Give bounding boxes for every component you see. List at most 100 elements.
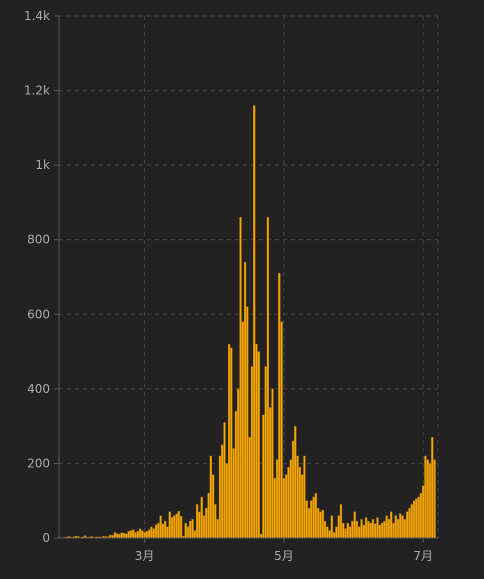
- bar: [146, 531, 148, 538]
- bar: [415, 499, 417, 538]
- bar: [313, 497, 315, 538]
- bar: [141, 531, 143, 538]
- bar: [413, 501, 415, 538]
- bar: [397, 519, 399, 538]
- bar: [283, 478, 285, 538]
- bar: [228, 344, 230, 538]
- bar: [153, 529, 155, 538]
- bar: [194, 531, 196, 538]
- bar: [388, 519, 390, 538]
- bar: [370, 523, 372, 538]
- bar: [335, 527, 337, 538]
- bar: [173, 516, 175, 538]
- bar: [301, 475, 303, 538]
- bar: [294, 426, 296, 538]
- bar: [281, 322, 283, 538]
- bar: [198, 512, 200, 538]
- bar: [196, 504, 198, 538]
- bar: [210, 456, 212, 538]
- bar: [137, 531, 139, 538]
- bar: [157, 523, 159, 538]
- bar: [240, 217, 242, 538]
- bar: [379, 525, 381, 538]
- bar: [237, 389, 239, 538]
- bar: [192, 519, 194, 538]
- bar: [431, 437, 433, 538]
- bar: [315, 493, 317, 538]
- bar: [340, 504, 342, 538]
- y-tick-label: 200: [27, 456, 50, 470]
- bar: [224, 422, 226, 538]
- bar: [119, 534, 121, 538]
- y-tick-label: 600: [27, 307, 50, 321]
- bar: [205, 508, 207, 538]
- bar: [351, 521, 353, 538]
- bar: [256, 344, 258, 538]
- bar: [322, 510, 324, 538]
- bar: [285, 475, 287, 538]
- bar: [292, 441, 294, 538]
- bar: [395, 516, 397, 538]
- bar: [148, 530, 150, 538]
- bar: [411, 504, 413, 538]
- bar: [383, 521, 385, 538]
- bar: [347, 523, 349, 538]
- bar: [135, 532, 137, 538]
- bar: [434, 460, 436, 538]
- bar: [324, 521, 326, 538]
- bar: [203, 516, 205, 538]
- bar: [418, 497, 420, 538]
- bar: [290, 460, 292, 538]
- bar: [132, 530, 134, 538]
- bar: [306, 501, 308, 538]
- bar: [185, 523, 187, 538]
- bar: [249, 437, 251, 538]
- y-tick-label: 400: [27, 382, 50, 396]
- y-tick-label: 1k: [35, 158, 50, 172]
- x-tick-label: 3月: [135, 549, 155, 563]
- bar: [160, 516, 162, 538]
- bar: [187, 527, 189, 538]
- bar: [338, 516, 340, 538]
- bar: [235, 411, 237, 538]
- bar: [299, 467, 301, 538]
- bar: [151, 527, 153, 538]
- bar: [180, 516, 182, 538]
- bar: [358, 527, 360, 538]
- x-tick-label: 7月: [413, 549, 433, 563]
- bar: [212, 475, 214, 538]
- bar: [162, 524, 164, 538]
- bar: [233, 449, 235, 538]
- bar: [217, 519, 219, 538]
- y-tick-label: 1.2k: [24, 84, 50, 98]
- bar: [329, 531, 331, 538]
- bar: [221, 445, 223, 538]
- bar: [345, 529, 347, 538]
- bar: [422, 486, 424, 538]
- bar: [114, 532, 116, 538]
- y-tick-label: 1.4k: [24, 9, 50, 23]
- bar: [374, 524, 376, 538]
- bar: [244, 262, 246, 538]
- x-tick-label: 5月: [274, 549, 294, 563]
- bar: [155, 525, 157, 538]
- bar: [276, 460, 278, 538]
- bar: [265, 366, 267, 538]
- bar: [258, 352, 260, 538]
- bar: [377, 517, 379, 538]
- bar: [176, 514, 178, 538]
- bar: [393, 523, 395, 538]
- bar: [372, 519, 374, 538]
- bar: [406, 512, 408, 538]
- bar: [342, 523, 344, 538]
- bar: [349, 527, 351, 538]
- bar: [402, 516, 404, 538]
- bar: [253, 105, 255, 538]
- bar: [288, 467, 290, 538]
- bar: [308, 508, 310, 538]
- bar: [251, 366, 253, 538]
- bar: [246, 307, 248, 538]
- bar: [381, 523, 383, 538]
- bar: [171, 517, 173, 538]
